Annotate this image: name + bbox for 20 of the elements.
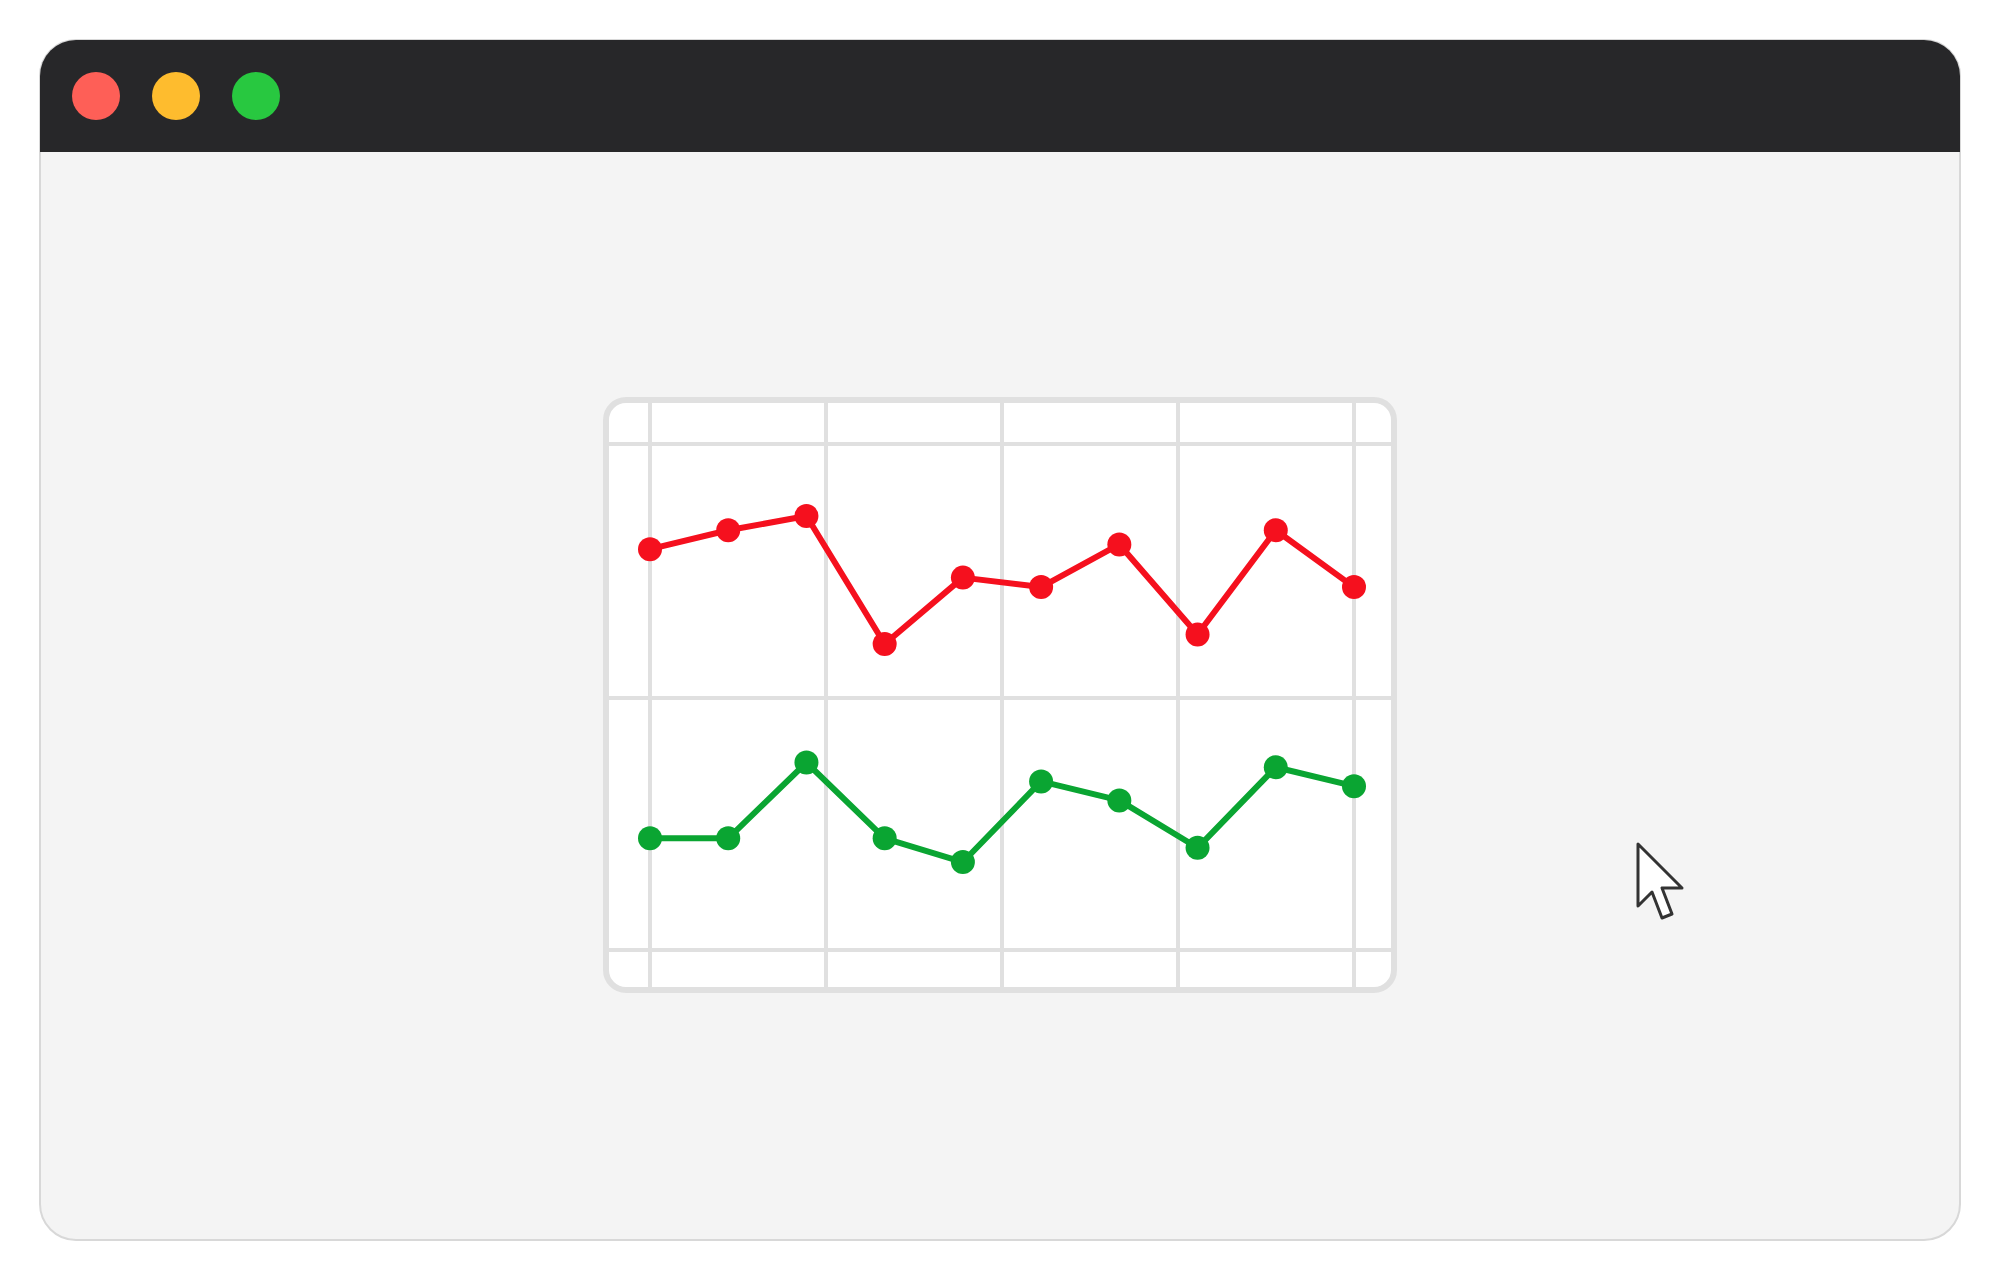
point (638, 537, 662, 562)
point (1263, 518, 1288, 543)
point (1029, 769, 1054, 794)
point (1263, 755, 1288, 780)
point (794, 750, 819, 775)
point (716, 826, 741, 851)
point (872, 631, 897, 656)
point (950, 565, 975, 590)
point (1107, 532, 1132, 557)
point (638, 826, 662, 851)
point (1342, 774, 1366, 799)
point (1185, 835, 1210, 860)
point (950, 850, 975, 875)
point (716, 518, 741, 543)
point (1029, 575, 1054, 600)
point (872, 826, 897, 851)
point (1107, 788, 1132, 813)
point (794, 504, 819, 528)
point (1342, 575, 1366, 600)
point (1185, 622, 1210, 647)
